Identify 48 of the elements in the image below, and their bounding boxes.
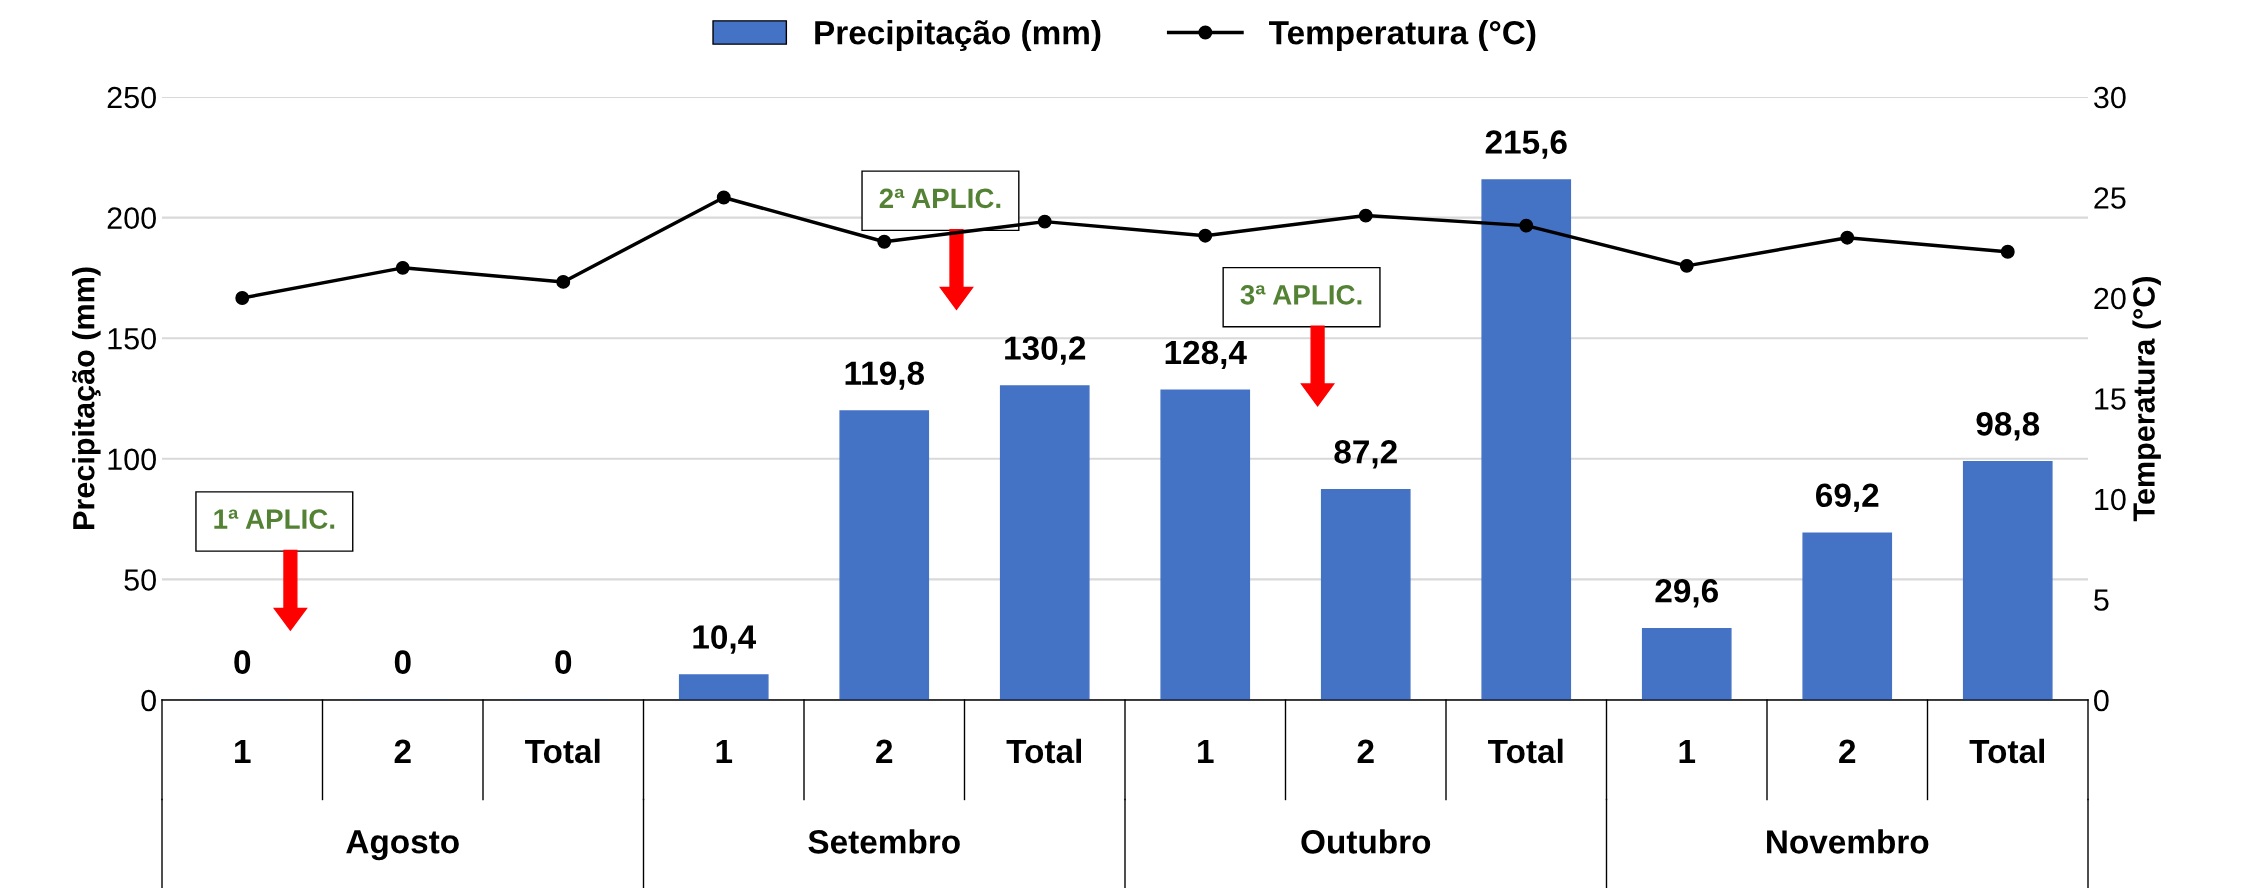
data-label: 0 bbox=[394, 650, 411, 674]
x-tick-label: Total bbox=[1488, 738, 1563, 764]
legend-label: Temperatura (°C) bbox=[1269, 20, 1536, 52]
data-label: 29,6 bbox=[1655, 578, 1718, 608]
data-label: 119,8 bbox=[845, 361, 925, 390]
legend-label: Precipitação (mm) bbox=[815, 20, 1101, 52]
text: Setembro bbox=[808, 829, 960, 854]
y-tick-label: 0 bbox=[141, 689, 156, 712]
data-label: 98,8 bbox=[1976, 412, 2040, 441]
data-label: 130,2 bbox=[1005, 336, 1086, 365]
data-label: 87,2 bbox=[1334, 440, 1397, 469]
x-tick-label: 1 bbox=[1679, 739, 1696, 763]
y2-tick-label: 5 bbox=[2094, 589, 2109, 611]
data-label: 215,6 bbox=[1485, 130, 1567, 159]
x-tick-label: 1 bbox=[235, 739, 251, 763]
y-tick-label: 100 bbox=[108, 448, 156, 471]
y-tick-label: 150 bbox=[108, 327, 156, 350]
x-tick-label: Total bbox=[525, 738, 600, 764]
annotation: 3ª APLIC. bbox=[1240, 284, 1362, 305]
x-tick-label: 2 bbox=[1839, 739, 1856, 763]
y2-tick-label: 0 bbox=[2094, 689, 2109, 712]
x-tick-label: 2 bbox=[876, 739, 893, 763]
y-tick-label: 200 bbox=[107, 207, 156, 229]
y2-axis-title: Temperatura (°C) bbox=[2132, 277, 2161, 522]
text: Novembro bbox=[1767, 829, 1929, 854]
x-tick-label: 1 bbox=[716, 739, 733, 763]
y-tick-label: 50 bbox=[124, 569, 156, 591]
text: Outubro bbox=[1301, 829, 1431, 854]
y2-tick-label: 15 bbox=[2095, 388, 2126, 410]
x-tick-label: Total bbox=[1006, 738, 1081, 764]
x-tick-label: Total bbox=[1969, 738, 2044, 764]
y2-tick-label: 30 bbox=[2094, 86, 2126, 109]
data-label: 10,4 bbox=[693, 625, 757, 654]
y-tick-label: 250 bbox=[107, 86, 156, 109]
y2-tick-label: 20 bbox=[2094, 287, 2126, 310]
data-label: 0 bbox=[555, 650, 572, 674]
x-tick-label: 2 bbox=[1357, 739, 1374, 763]
x-tick-label: 2 bbox=[394, 739, 411, 763]
data-label: 69,2 bbox=[1816, 483, 1879, 512]
x-tick-label: 1 bbox=[1198, 739, 1214, 763]
y-axis-title: Precipitação (mm) bbox=[72, 267, 101, 529]
annotation: 1ª APLIC. bbox=[214, 509, 335, 529]
y2-tick-label: 10 bbox=[2095, 488, 2126, 511]
annotation: 2ª APLIC. bbox=[879, 188, 1001, 209]
y2-tick-label: 25 bbox=[2094, 187, 2126, 209]
data-label: 128,4 bbox=[1165, 340, 1247, 370]
data-label: 0 bbox=[234, 650, 251, 674]
text: Agosto bbox=[346, 830, 459, 861]
